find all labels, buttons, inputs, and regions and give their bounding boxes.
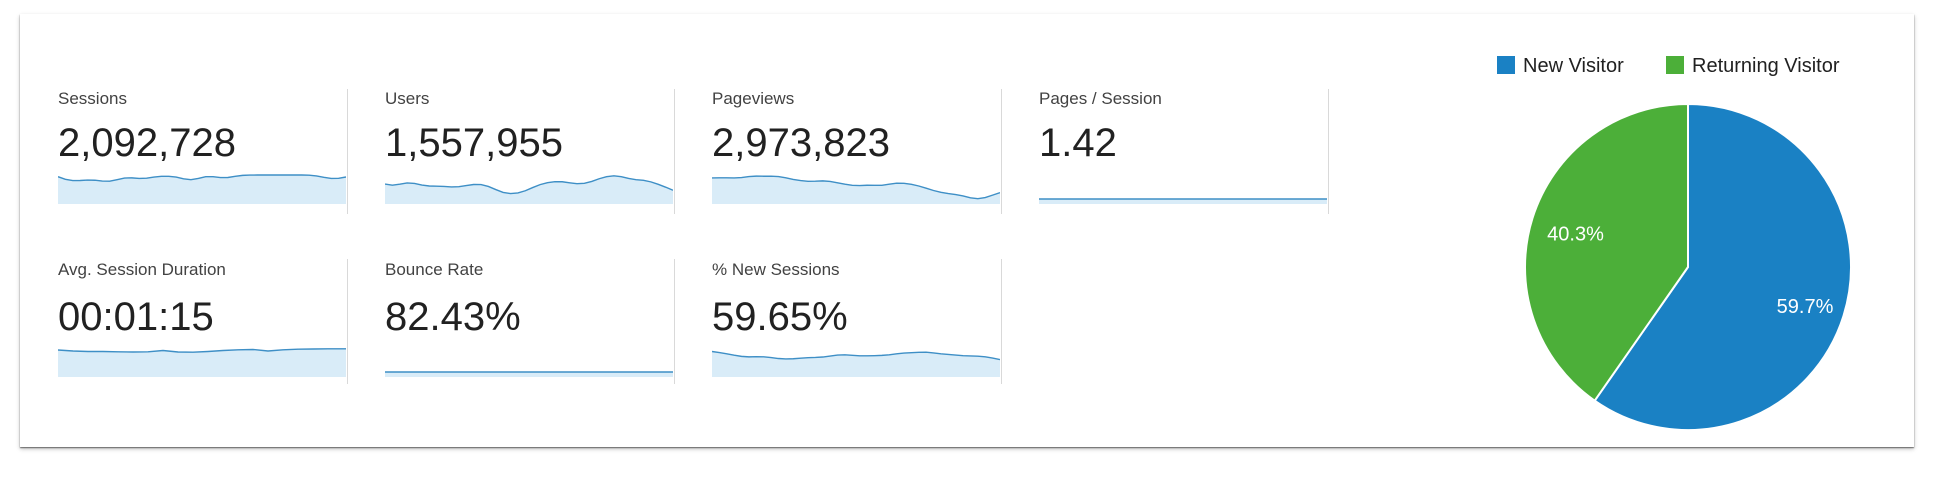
svg-text:59.7%: 59.7% [1777,296,1834,318]
svg-text:40.3%: 40.3% [1547,224,1604,246]
